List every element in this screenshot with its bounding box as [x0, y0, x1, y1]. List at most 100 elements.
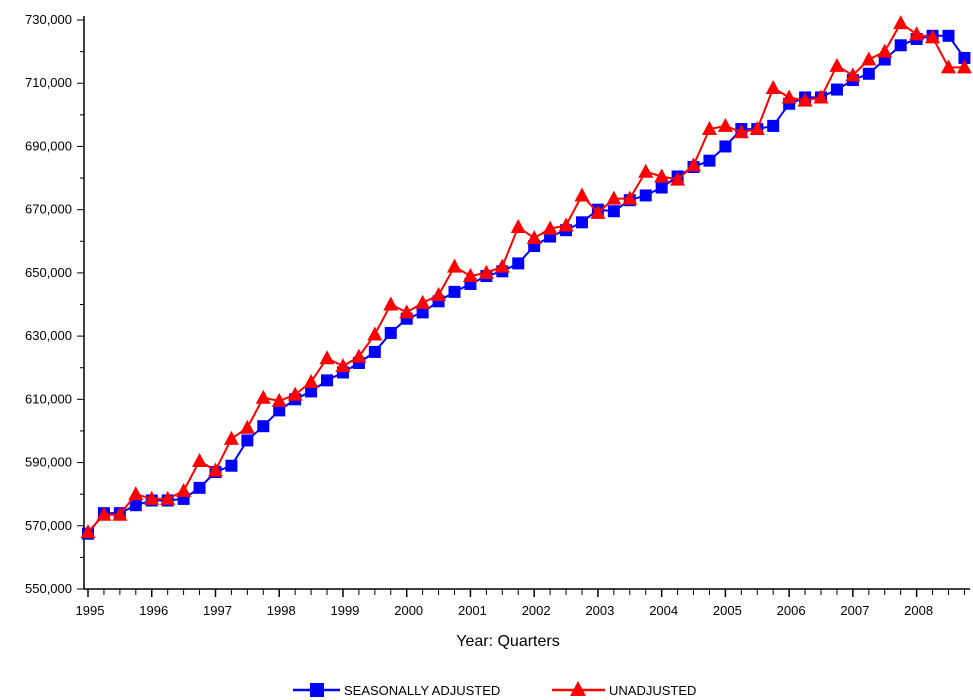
legend-label-unadjusted: UNADJUSTED: [609, 683, 696, 698]
data-point-triangle: [335, 358, 351, 373]
data-point-square: [225, 459, 238, 472]
data-point-triangle: [733, 124, 749, 139]
data-point-square: [958, 51, 971, 64]
data-point-triangle: [176, 483, 192, 498]
data-point-triangle: [223, 430, 239, 445]
data-point-triangle: [367, 326, 383, 341]
data-point-triangle: [749, 121, 765, 136]
x-tick-label: 2002: [522, 603, 551, 618]
data-point-triangle: [287, 386, 303, 401]
data-point-triangle: [797, 92, 813, 107]
data-point-triangle: [80, 524, 96, 539]
data-point-triangle: [128, 486, 144, 501]
data-point-triangle: [670, 171, 686, 186]
data-point-triangle: [909, 26, 925, 41]
x-tick-label: 2006: [777, 603, 806, 618]
y-tick-label: 570,000: [25, 518, 72, 533]
data-point-triangle: [447, 258, 463, 273]
data-point-triangle: [510, 219, 526, 234]
data-point-triangle: [351, 348, 367, 363]
data-point-square: [575, 216, 588, 229]
data-point-triangle: [956, 59, 972, 74]
data-point-triangle: [144, 490, 160, 505]
x-tick-label: 1997: [203, 603, 232, 618]
data-point-triangle: [654, 168, 670, 183]
data-point-square: [368, 345, 381, 358]
data-point-triangle: [717, 117, 733, 132]
y-axis: 550,000 570,000 590,000 610,000 630,000 650,0…: [25, 12, 85, 596]
data-point-square: [719, 140, 732, 153]
data-point-triangle: [781, 89, 797, 104]
data-point-triangle: [845, 67, 861, 82]
data-point-triangle: [239, 419, 255, 434]
data-point-triangle: [590, 204, 606, 219]
data-point-triangle: [192, 452, 208, 467]
x-tick-label: 2007: [840, 603, 869, 618]
data-point-triangle: [542, 220, 558, 235]
data-point-triangle: [255, 389, 271, 404]
data-point-square: [830, 83, 843, 96]
data-point-triangle: [558, 217, 574, 232]
data-point-triangle: [431, 287, 447, 302]
legend-label-seasonally-adjusted: SEASONALLY ADJUSTED: [344, 683, 500, 698]
legend-square-marker: [310, 683, 324, 697]
data-point-triangle: [160, 490, 176, 505]
y-tick-label: 670,000: [25, 202, 72, 217]
data-point-triangle: [877, 43, 893, 58]
x-tick-label: 2001: [458, 603, 487, 618]
data-point-square: [512, 257, 525, 270]
data-point-square: [767, 119, 780, 132]
data-point-square: [273, 404, 286, 417]
data-point-square: [607, 205, 620, 218]
y-tick-label: 630,000: [25, 328, 72, 343]
data-point-triangle: [271, 392, 287, 407]
data-point-triangle: [925, 29, 941, 44]
x-tick-label: 2008: [904, 603, 933, 618]
x-axis-title: Year: Quarters: [456, 633, 559, 650]
x-tick-label: 2003: [585, 603, 614, 618]
data-point-triangle: [478, 264, 494, 279]
data-point-square: [257, 420, 270, 433]
data-point-square: [416, 306, 429, 319]
y-tick-label: 650,000: [25, 265, 72, 280]
y-tick-label: 690,000: [25, 138, 72, 153]
data-point-triangle: [399, 304, 415, 319]
data-point-triangle: [638, 163, 654, 178]
data-point-triangle: [813, 89, 829, 104]
data-point-triangle: [526, 230, 542, 245]
data-point-triangle: [861, 51, 877, 66]
data-point-triangle: [622, 190, 638, 205]
data-point-triangle: [829, 57, 845, 72]
data-point-triangle: [303, 373, 319, 388]
x-tick-label: 2000: [394, 603, 423, 618]
data-point-triangle: [606, 190, 622, 205]
data-point-square: [193, 481, 206, 494]
y-tick-label: 590,000: [25, 455, 72, 470]
data-point-triangle: [383, 296, 399, 311]
x-tick-label: 1995: [76, 603, 105, 618]
data-point-triangle: [462, 268, 478, 283]
data-point-square: [639, 189, 652, 202]
data-point-square: [321, 374, 334, 387]
data-point-triangle: [112, 506, 128, 521]
data-point-triangle: [701, 121, 717, 136]
data-point-square: [655, 181, 668, 194]
data-point-square: [448, 285, 461, 298]
x-axis: 1995 1996 1997 1998 1999 2000 2001 2002 2003 2004…: [76, 588, 970, 618]
data-point-triangle: [415, 294, 431, 309]
x-tick-label: 2005: [713, 603, 742, 618]
data-point-square: [942, 29, 955, 42]
data-point-triangle: [686, 157, 702, 172]
y-tick-label: 730,000: [25, 12, 72, 27]
data-point-triangle: [207, 462, 223, 477]
data-point-triangle: [765, 79, 781, 94]
series-line-seasonally-adjusted: [87, 34, 966, 535]
y-tick-label: 610,000: [25, 391, 72, 406]
data-point-square: [241, 434, 254, 447]
data-point-square: [305, 385, 318, 398]
data-point-triangle: [893, 15, 909, 30]
data-point-square: [703, 154, 716, 167]
y-tick-label: 710,000: [25, 75, 72, 90]
data-point-square: [894, 39, 907, 52]
